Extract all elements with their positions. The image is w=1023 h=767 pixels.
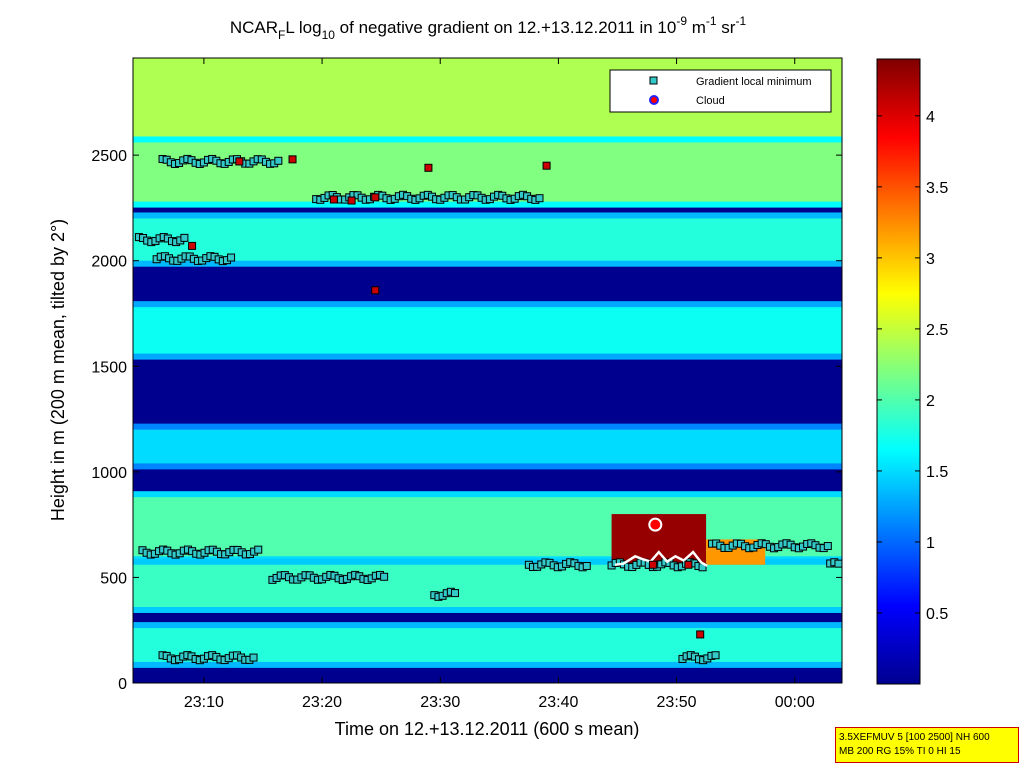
colorbar-tick-label: 2.5 (926, 322, 948, 339)
gradient-minimum-marker (254, 545, 263, 554)
chart-title: NCARFL log10 of negative gradient on 12.… (230, 14, 747, 42)
gradient-minimum-marker (823, 542, 832, 551)
info-box: 3.5XEFMUV 5 [100 2500] NH 600 MB 200 RG … (835, 727, 1019, 763)
cloud-marker (648, 560, 657, 569)
y-tick-label: 2000 (91, 254, 127, 271)
y-tick-label: 500 (100, 570, 127, 587)
heatmap-band (133, 142, 842, 202)
title-sub-f: F (278, 28, 285, 42)
gradient-minimum-marker (227, 253, 236, 262)
y-tick-label: 0 (118, 676, 127, 693)
title-sup-1: -9 (676, 14, 687, 28)
colorbar-ticks: 0.5 1 1.5 2 2.5 3 3.5 4 (877, 109, 948, 623)
cloud-marker (696, 630, 705, 639)
gradient-minimum-marker (582, 561, 591, 570)
cloud-markers (188, 155, 705, 639)
y-axis-label: Height in m (200 m mean, tilted by 2°) (48, 219, 68, 521)
colorbar-tick-label: 3 (926, 251, 935, 268)
gradient-minimum-marker (274, 156, 283, 165)
x-tick-label: 23:30 (420, 694, 460, 711)
legend-label-gradient: Gradient local minimum (696, 76, 812, 88)
x-tick-label: 23:10 (184, 694, 224, 711)
x-tick-label: 00:00 (775, 694, 815, 711)
colorbar-tick-label: 4 (926, 109, 935, 126)
cloud-marker (684, 560, 693, 569)
x-axis: 23:10 23:20 23:30 23:40 23:50 00:00 (184, 58, 815, 711)
cloud-marker (188, 241, 197, 250)
legend-marker-gradient (649, 76, 658, 85)
cloud-marker (288, 155, 297, 164)
y-tick-label: 1000 (91, 465, 127, 482)
y-tick-label: 1500 (91, 359, 127, 376)
colorbar-gradient (876, 58, 921, 685)
cloud-outline (614, 517, 708, 567)
cloud-marker (329, 195, 338, 204)
cloud-marker (542, 161, 551, 170)
heatmap-band (133, 429, 842, 464)
plot-frame (132, 57, 843, 684)
gradient-minimum-marker (451, 589, 460, 598)
y-axis: 0 500 1000 1500 2000 2500 (91, 148, 842, 693)
colorbar-tick-label: 1 (926, 535, 935, 552)
title-prefix: NCAR (230, 18, 278, 37)
x-tick-label: 23:20 (302, 694, 342, 711)
legend-label-cloud: Cloud (696, 95, 725, 107)
cloud-outline-path (614, 550, 708, 567)
title-main: of negative gradient on 12.+13.12.2011 i… (335, 18, 676, 37)
cloud-marker (371, 286, 380, 295)
title-unit-m: m (687, 18, 706, 37)
title-sup-2: -1 (706, 14, 717, 28)
gradient-minimum-marker (711, 651, 720, 660)
gradient-minimum-marker (535, 194, 544, 203)
cloud-marker (424, 163, 433, 172)
cloud-top-circle (648, 517, 663, 532)
info-line-1: 3.5XEFMUV 5 [100 2500] NH 600 (839, 732, 990, 743)
title-mid: L log (285, 18, 321, 37)
x-axis-label: Time on 12.+13.12.2011 (600 s mean) (335, 719, 640, 739)
plot-area (133, 58, 842, 683)
legend: Gradient local minimum Cloud (609, 69, 832, 113)
colorbar-tick-label: 0.5 (926, 606, 948, 623)
info-line-2: MB 200 RG 15% TI 0 HI 15 (839, 746, 961, 757)
legend-marker-cloud (649, 95, 659, 105)
gradient-minimum-marker (180, 233, 189, 242)
heatmap-band (133, 218, 842, 261)
legend-box (609, 69, 832, 113)
title-sub-10: 10 (322, 28, 336, 42)
title-sup-3: -1 (735, 14, 746, 28)
cloud-marker (347, 196, 356, 205)
heatmap-band (133, 564, 842, 607)
gradient-minimum-marker (380, 572, 389, 581)
cloud-marker (371, 193, 380, 202)
title-unit-sr: sr (717, 18, 736, 37)
y-tick-label: 2500 (91, 148, 127, 165)
cloud-marker (235, 157, 244, 166)
heatmap-band (133, 307, 842, 354)
colorbar: 0.5 1 1.5 2 2.5 3 3.5 4 (876, 58, 948, 685)
colorbar-tick-label: 3.5 (926, 180, 948, 197)
gradient-minimum-marker (249, 653, 258, 662)
x-tick-label: 23:50 (657, 694, 697, 711)
x-tick-label: 23:40 (538, 694, 578, 711)
colorbar-tick-label: 1.5 (926, 464, 948, 481)
colorbar-tick-label: 2 (926, 393, 935, 410)
gradient-minimum-marker (834, 559, 842, 568)
